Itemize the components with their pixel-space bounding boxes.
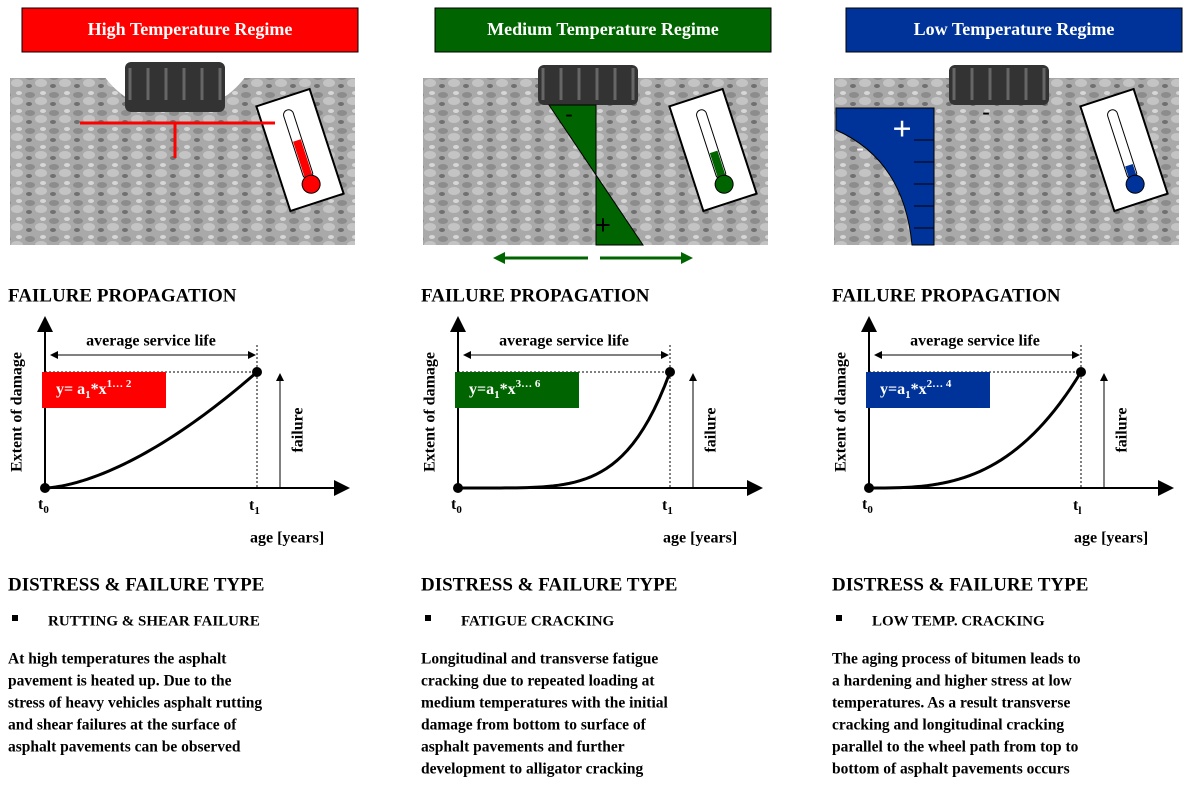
x-axis-label: age [years] bbox=[1074, 530, 1148, 547]
tire bbox=[125, 62, 225, 112]
description-line: bottom of asphalt pavements occurs bbox=[832, 761, 1070, 778]
section-heading: DISTRESS & FAILURE TYPE bbox=[832, 574, 1088, 595]
formula-sup: 3… 6 bbox=[516, 378, 541, 390]
description-line: and shear failures at the surface of bbox=[8, 717, 237, 734]
illustration: -+ bbox=[423, 65, 768, 264]
section-heading: DISTRESS & FAILURE TYPE bbox=[8, 574, 264, 595]
damage-chart: average service life failure Extent of dam… bbox=[833, 318, 1172, 547]
t-sub: 1 bbox=[254, 505, 260, 517]
description-line: cracking and longitudinal cracking bbox=[832, 717, 1064, 734]
description-line: damage from bottom to surface of bbox=[421, 717, 647, 734]
section-heading: FAILURE PROPAGATION bbox=[421, 285, 650, 306]
t-label: t1 bbox=[662, 497, 673, 517]
description-line: parallel to the wheel path from top to bbox=[832, 739, 1079, 756]
description-line: The aging process of bitumen leads to bbox=[832, 651, 1081, 668]
formula-sup: 2… 4 bbox=[927, 378, 952, 390]
stress-sign: - bbox=[565, 101, 572, 126]
bullet-text: LOW TEMP. CRACKING bbox=[872, 613, 1045, 629]
x-axis-label: age [years] bbox=[663, 530, 737, 547]
damage-chart: average service life failure Extent of dam… bbox=[422, 318, 761, 547]
t-label: t0 bbox=[862, 496, 873, 516]
formula-base: y=a bbox=[880, 381, 905, 398]
curve-point bbox=[864, 483, 874, 493]
failure-label: failure bbox=[1114, 407, 1131, 452]
tire bbox=[538, 65, 638, 105]
bullet-mark bbox=[425, 615, 431, 621]
description-line: asphalt pavements can be observed bbox=[8, 739, 241, 756]
failure-group: failure bbox=[1114, 407, 1131, 452]
description-line: Longitudinal and transverse fatigue bbox=[421, 651, 658, 668]
description-line: pavement is heated up. Due to the bbox=[8, 673, 232, 690]
span-label: average service life bbox=[910, 333, 1040, 350]
t-label: tl bbox=[1073, 497, 1081, 517]
column-title: High Temperature Regime bbox=[88, 19, 293, 39]
formula-sup: 1… 2 bbox=[107, 378, 132, 390]
arrowhead bbox=[681, 252, 693, 264]
bullet-text: FATIGUE CRACKING bbox=[461, 613, 615, 629]
t-label: t0 bbox=[38, 496, 49, 516]
section-heading: FAILURE PROPAGATION bbox=[8, 285, 237, 306]
curve-point bbox=[453, 483, 463, 493]
y-label-group: Extent of damage bbox=[422, 352, 439, 472]
section-heading: DISTRESS & FAILURE TYPE bbox=[421, 574, 677, 595]
description-line: At high temperatures the asphalt bbox=[8, 651, 227, 668]
column: Low Temperature Regime + - - FAILURE PROPAGA… bbox=[832, 8, 1182, 778]
bullet-text: RUTTING & SHEAR FAILURE bbox=[48, 613, 260, 629]
curve-point bbox=[252, 367, 262, 377]
y-axis-label: Extent of damage bbox=[833, 352, 850, 472]
failure-label: failure bbox=[290, 407, 307, 452]
illustration bbox=[10, 62, 355, 245]
column: High Temperature Regime FAILURE PROPAGATI… bbox=[8, 8, 358, 756]
t-label: t0 bbox=[451, 496, 462, 516]
failure-group: failure bbox=[703, 407, 720, 452]
t-label: t1 bbox=[249, 497, 260, 517]
failure-group: failure bbox=[290, 407, 307, 452]
formula-base: y=a bbox=[469, 381, 494, 398]
failure-label: failure bbox=[703, 407, 720, 452]
stress-sign: - bbox=[856, 135, 863, 160]
t-sub: 0 bbox=[43, 504, 49, 516]
illustration: + - - bbox=[834, 65, 1179, 245]
x-axis-label: age [years] bbox=[250, 530, 324, 547]
t-sub: 0 bbox=[867, 504, 873, 516]
description-line: medium temperatures with the initial bbox=[421, 695, 669, 712]
formula-base: y= a bbox=[56, 381, 85, 398]
span-label: average service life bbox=[86, 333, 216, 350]
column-title: Low Temperature Regime bbox=[914, 19, 1115, 39]
curve-point bbox=[1076, 367, 1086, 377]
stress-sign: - bbox=[982, 99, 989, 124]
description-line: stress of heavy vehicles asphalt rutting bbox=[8, 695, 262, 712]
formula-mid: *x bbox=[500, 381, 516, 398]
y-label-group: Extent of damage bbox=[833, 352, 850, 472]
tire bbox=[949, 65, 1049, 105]
y-axis-label: Extent of damage bbox=[9, 352, 26, 472]
curve-point bbox=[665, 367, 675, 377]
y-label-group: Extent of damage bbox=[9, 352, 26, 472]
formula-mid: *x bbox=[91, 381, 107, 398]
column: Medium Temperature Regime-+FAILURE PROPA… bbox=[421, 8, 771, 778]
bullet-mark bbox=[836, 615, 842, 621]
section-heading: FAILURE PROPAGATION bbox=[832, 285, 1061, 306]
description-line: asphalt pavements and further bbox=[421, 739, 625, 756]
curve-point bbox=[40, 483, 50, 493]
arrowhead bbox=[493, 252, 505, 264]
formula-mid: *x bbox=[911, 381, 927, 398]
span-label: average service life bbox=[499, 333, 629, 350]
y-axis-label: Extent of damage bbox=[422, 352, 439, 472]
column-title: Medium Temperature Regime bbox=[487, 19, 719, 39]
description-line: a hardening and higher stress at low bbox=[832, 673, 1073, 690]
stress-sign: + bbox=[892, 111, 911, 148]
damage-chart: average service life failure Extent of dam… bbox=[9, 318, 348, 547]
t-sub: 0 bbox=[456, 504, 462, 516]
description-line: temperatures. As a result transverse bbox=[832, 695, 1070, 712]
description-line: development to alligator cracking bbox=[421, 761, 644, 778]
page: High Temperature Regime FAILURE PROPAGATI… bbox=[0, 0, 1184, 796]
bullet-mark bbox=[12, 615, 18, 621]
description-line: cracking due to repeated loading at bbox=[421, 673, 655, 690]
t-sub: 1 bbox=[667, 505, 673, 517]
t-sub: l bbox=[1078, 505, 1081, 517]
stress-sign: + bbox=[595, 210, 611, 241]
